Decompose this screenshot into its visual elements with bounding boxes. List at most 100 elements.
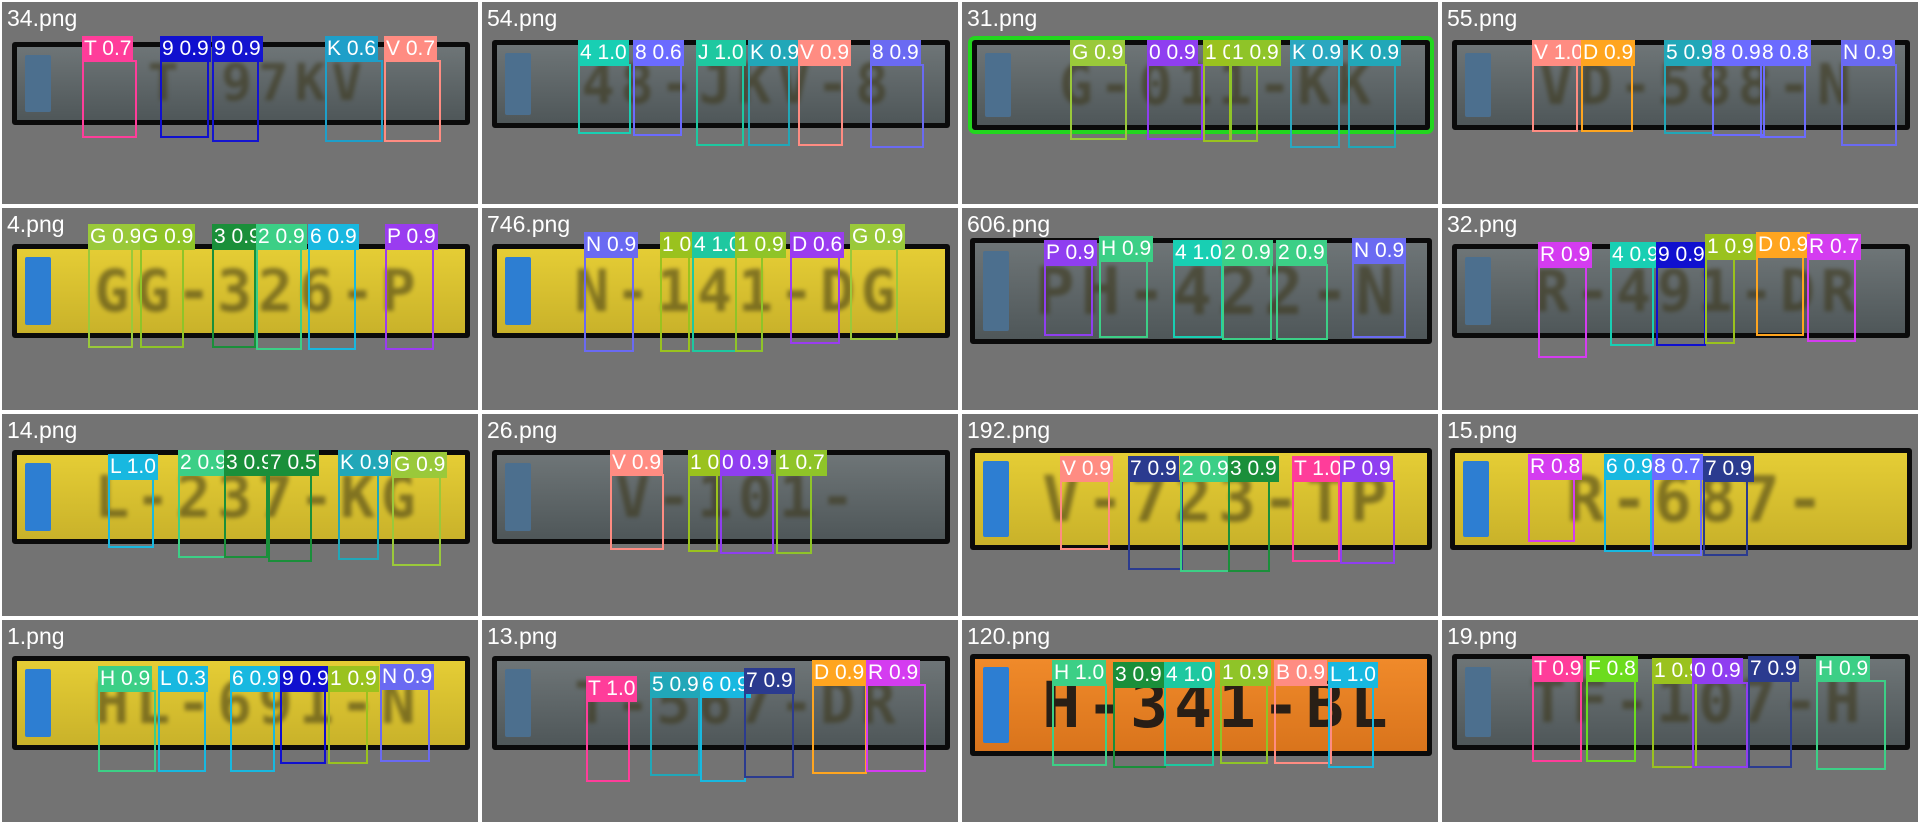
- result-tile: HL-691-N 1.png H 0.9 L 0.3 6 0.9 9 0.9 1 0.9 N …: [2, 620, 478, 822]
- detection-box: D 0.9: [1581, 40, 1636, 132]
- detection-label: K 0.9: [1348, 40, 1402, 66]
- detection-box: T 0.7: [82, 36, 137, 138]
- detection-label: K 0.9: [748, 40, 802, 66]
- detection-box: H 0.9: [1816, 656, 1886, 770]
- detection-label: N 0.9: [1841, 40, 1896, 66]
- detection-box: K 0.9: [338, 450, 392, 560]
- eu-band-icon: [983, 461, 1009, 537]
- detection-label: G 0.9: [88, 224, 144, 250]
- detection-box: L 1.0: [108, 454, 158, 548]
- detection-label: D 0.9: [1756, 232, 1811, 258]
- detection-box: 1 0.9: [1203, 40, 1254, 142]
- detection-box: N 0.9: [1841, 40, 1897, 146]
- detection-label: P 0.9: [385, 224, 438, 250]
- detection-label: G 0.9: [850, 224, 906, 250]
- eu-band-icon: [505, 463, 531, 531]
- detection-label: D 0.9: [812, 660, 867, 686]
- detection-box: 4 0.9: [1610, 242, 1661, 346]
- eu-band-icon: [983, 251, 1009, 331]
- detection-box: 8 0.9: [870, 40, 924, 148]
- detection-label: 1 0.9: [1652, 658, 1703, 684]
- detection-box: 1 0.9: [735, 232, 786, 352]
- detection-box: 2 0.9: [256, 224, 307, 350]
- detection-label: R 0.8: [1528, 454, 1583, 480]
- detection-box: 7 0.9: [1703, 456, 1754, 556]
- detection-label: 6 0.9: [308, 224, 359, 250]
- result-tile: V-723-TP 192.png V 0.9 7 0.9 2 0.9 3 0.9 T 1.0…: [962, 414, 1438, 616]
- detection-box: 8 0.7: [1652, 454, 1703, 556]
- result-tile: TF-107-H 19.png T 0.9 F 0.8 1 0.9 0 0.9 7 0.9 H…: [1442, 620, 1918, 822]
- detection-label: G 0.9: [392, 452, 448, 478]
- detection-label: 2 0.9: [256, 224, 307, 250]
- detection-label: 0 0.9: [1147, 40, 1198, 66]
- detection-box: K 0.9: [1348, 40, 1402, 148]
- detection-box: J 1.0: [696, 40, 746, 146]
- detection-label: R 0.9: [1538, 242, 1593, 268]
- detection-label: G 0.9: [140, 224, 196, 250]
- detection-label: 3 0.9: [1228, 456, 1279, 482]
- detection-box: G 0.9: [850, 224, 906, 340]
- image-filename: 606.png: [967, 211, 1051, 237]
- detection-box: R 0.8: [1528, 454, 1583, 542]
- detection-box: 3 0.9: [1113, 662, 1166, 768]
- detection-box: P 0.9: [385, 224, 438, 350]
- detection-box: B 0.9: [1274, 660, 1332, 764]
- detection-box: 9 0.9: [160, 36, 211, 138]
- detection-label: 2 0.9: [1222, 240, 1273, 266]
- detection-box: 2 0.9: [1276, 240, 1328, 340]
- image-filename: 746.png: [487, 211, 571, 237]
- result-tile: T 97KV 34.png T 0.7 9 0.9 9 0.9 K 0.6 V 0.7: [2, 2, 478, 204]
- detection-box: N 0.9: [584, 232, 639, 352]
- eu-band-icon: [25, 669, 51, 737]
- detection-label: R 0.9: [866, 660, 921, 686]
- detection-label: T 0.9: [1532, 656, 1584, 682]
- detection-box: 3 0.9: [212, 224, 263, 348]
- detection-label: V 0.9: [610, 450, 664, 476]
- detection-label: B 0.9: [1274, 660, 1328, 686]
- detection-box: 6 0.9: [1604, 454, 1655, 552]
- detection-label: 7 0.5: [268, 450, 319, 476]
- detection-box: 6 0.9: [308, 224, 359, 350]
- detection-label: 4 1.0: [578, 40, 629, 66]
- detection-label: R 0.7: [1807, 234, 1862, 260]
- detection-box: V 0.9: [798, 40, 852, 146]
- detection-label: G 0.9: [1070, 40, 1126, 66]
- detection-label: D 0.9: [1581, 40, 1636, 66]
- detection-label: P 0.9: [1044, 240, 1097, 266]
- eu-band-icon: [1465, 257, 1491, 325]
- image-filename: 120.png: [967, 623, 1051, 649]
- detection-box: 8 0.8: [1760, 40, 1811, 138]
- detection-label: 7 0.9: [1748, 656, 1799, 682]
- detection-label: 8 0.8: [1760, 40, 1811, 66]
- detection-box: H 0.9: [1099, 236, 1154, 338]
- image-filename: 31.png: [967, 5, 1038, 31]
- result-tile: V-101- 26.png V 0.9 1 0.9 0 0.9 1 0.7: [482, 414, 958, 616]
- eu-band-icon: [505, 53, 531, 115]
- image-filename: 19.png: [1447, 623, 1518, 649]
- detection-box: 6 0.9: [230, 666, 281, 772]
- detection-label: 8 0.9: [1712, 40, 1763, 66]
- detection-box: N 0.9: [1352, 238, 1407, 338]
- detection-box: L 1.0: [1328, 662, 1378, 768]
- detection-label: 1 0.9: [1220, 660, 1271, 686]
- detection-box: 1 0.9: [1705, 234, 1756, 344]
- image-filename: 55.png: [1447, 5, 1518, 31]
- result-tile: N-141-DG 746.png N 0.9 1 0.9 4 1.0 1 0.9 D 0.6…: [482, 208, 958, 410]
- detection-box: 7 0.9: [1748, 656, 1799, 768]
- detection-box: 4 1.0: [692, 232, 743, 352]
- detection-label: 4 1.0: [692, 232, 743, 258]
- detection-box: 0 0.9: [1147, 40, 1203, 140]
- detection-label: 7 0.9: [744, 668, 795, 694]
- detection-label: 3 0.9: [224, 450, 275, 476]
- detection-label: 9 0.9: [212, 36, 263, 62]
- eu-band-icon: [505, 257, 531, 325]
- detection-box: 7 0.5: [268, 450, 319, 562]
- detection-label: 8 0.6: [633, 40, 684, 66]
- detection-label: 1 0.9: [328, 666, 379, 692]
- detection-label: 9 0.9: [160, 36, 211, 62]
- eu-band-icon: [25, 257, 51, 325]
- detection-box: 0 0.9: [720, 450, 774, 554]
- detection-box: R 0.7: [1807, 234, 1862, 342]
- result-tile: 48-JKV-8 54.png 4 1.0 8 0.6 J 1.0 K 0.9 V 0.9 8…: [482, 2, 958, 204]
